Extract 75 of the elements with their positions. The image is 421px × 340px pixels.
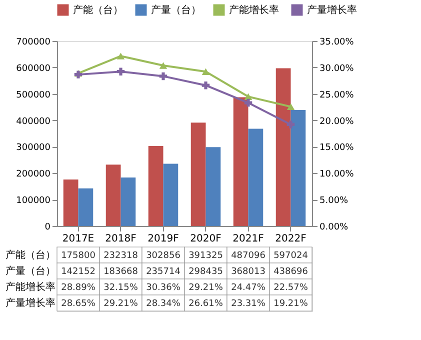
y2-tick-label: 15.00% — [320, 143, 354, 154]
data-label: 23.31% — [231, 299, 266, 309]
data-label: 368013 — [231, 267, 266, 277]
data-label: 597024 — [274, 251, 308, 261]
y2-tick-label: 30.00% — [320, 64, 354, 74]
point — [202, 68, 210, 75]
y-tick-label: 100000 — [16, 196, 51, 206]
point — [116, 52, 125, 60]
bar — [206, 147, 221, 226]
y-tick-label: 0 — [44, 222, 51, 232]
bar — [148, 146, 164, 226]
y2-tick-label: 20.00% — [320, 116, 354, 127]
x-tick-label: 2021F — [232, 234, 264, 244]
y2-tick-label: 5.00% — [320, 196, 349, 206]
text: 产量增长率 — [6, 298, 56, 309]
data-label: 232318 — [104, 251, 138, 261]
data-label: 298435 — [188, 267, 223, 277]
point — [159, 62, 168, 69]
point — [244, 98, 252, 107]
y-tick-label: 700000 — [16, 38, 51, 48]
bar — [120, 177, 136, 226]
data-label: 438696 — [274, 267, 308, 277]
point — [202, 81, 210, 90]
y-tick-label: 500000 — [16, 90, 51, 100]
data-label: 28.65% — [61, 299, 96, 309]
y-tick-label: 300000 — [16, 143, 51, 154]
data-label: 26.61% — [188, 299, 224, 309]
bar — [106, 164, 121, 226]
point — [286, 103, 295, 110]
text: 产量（台） — [6, 266, 56, 277]
bar — [248, 128, 264, 226]
y-tick-label: 200000 — [16, 170, 51, 180]
point — [286, 120, 295, 128]
bar — [190, 122, 206, 226]
bar — [276, 68, 291, 226]
data-label: 235714 — [146, 267, 181, 277]
y-tick-label: 600000 — [16, 64, 51, 74]
point — [159, 72, 168, 80]
data-label: 302856 — [146, 251, 181, 261]
legend-label: 产量（台） — [151, 4, 201, 16]
data-label: 32.15% — [104, 283, 138, 293]
data-label: 391325 — [188, 251, 223, 261]
data-label: 19.21% — [274, 299, 308, 309]
point — [116, 68, 125, 76]
y-tick-label: 400000 — [16, 116, 51, 127]
bar — [78, 188, 94, 226]
y2-tick-label: 25.00% — [320, 90, 354, 100]
y2-tick-label: 35.00% — [320, 38, 354, 48]
data-label: 142152 — [61, 267, 96, 277]
bar — [63, 180, 78, 226]
x-tick-label: 2020F — [190, 234, 222, 244]
legend-label: 产能增长率 — [229, 4, 279, 16]
data-label: 487096 — [231, 251, 266, 261]
legend-label: 产量增长率 — [307, 4, 357, 16]
text: 产能（台） — [6, 250, 56, 261]
data-label: 28.89% — [61, 283, 96, 293]
data-label: 22.57% — [274, 283, 308, 293]
data-label: 29.21% — [104, 299, 138, 309]
text: 产能增长率 — [6, 282, 56, 293]
x-tick-label: 2017E — [62, 234, 94, 244]
bar — [163, 164, 178, 226]
data-label: 183668 — [104, 267, 138, 277]
bar — [290, 110, 306, 226]
data-label: 29.21% — [188, 283, 224, 293]
y2-tick-label: 10.00% — [320, 170, 354, 180]
x-tick-label: 2019F — [148, 234, 180, 244]
data-label: 24.47% — [231, 283, 266, 293]
bar — [233, 97, 248, 226]
x-tick-label: 2022F — [275, 234, 307, 244]
data-label: 28.34% — [146, 299, 181, 309]
x-tick-label: 2018F — [105, 234, 137, 244]
y2-tick-label: 0.00% — [320, 222, 349, 232]
data-label: 30.36% — [146, 283, 181, 293]
data-label: 175800 — [61, 251, 96, 261]
legend-label: 产能（台） — [73, 4, 123, 16]
